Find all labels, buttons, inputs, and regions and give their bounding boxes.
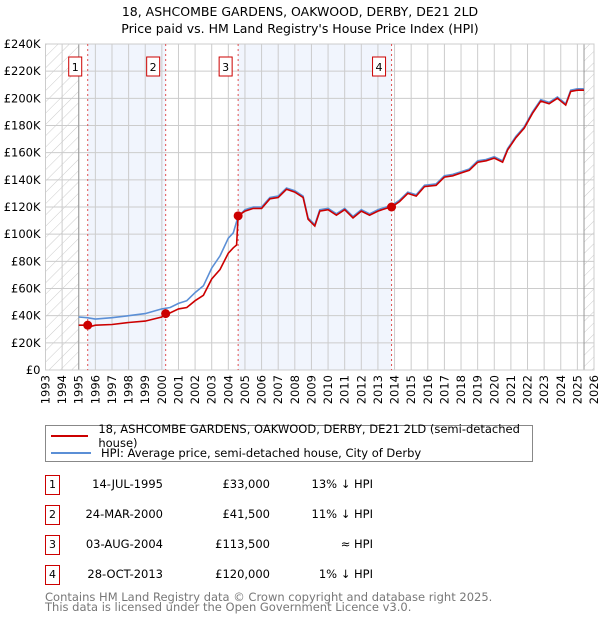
x-tick-label: 1999: [138, 375, 152, 404]
x-tick-label: 2020: [487, 375, 501, 404]
y-tick-label: £120K: [4, 200, 41, 214]
x-tick-label: 2000: [155, 375, 169, 404]
sale-price: £41,500: [222, 507, 270, 521]
x-tick-label: 1997: [105, 375, 119, 404]
x-tick-label: 2021: [504, 375, 518, 404]
y-tick-label: £220K: [4, 64, 41, 78]
sale-label-box: [68, 56, 83, 77]
x-tick-label: 2005: [238, 375, 252, 404]
footer-copyright: Contains HM Land Registry data © Crown c…: [45, 590, 493, 604]
price-chart: 1993 1994 1995 1996 1997 1998 1999 2000 2001 2002…: [4, 37, 600, 404]
x-tick-label: 2006: [255, 375, 269, 404]
footer-licence: This data is licensed under the Open Gov…: [45, 600, 412, 614]
sale-date: 03-AUG-2004: [85, 537, 163, 551]
x-tick-label: 2007: [271, 375, 285, 404]
price-paid-line: [78, 89, 584, 328]
sale-date: 28-OCT-2013: [87, 567, 163, 581]
sale-number: 1: [45, 475, 60, 495]
legend-item-hpi: HPI: Average price, semi-detached house,…: [46, 445, 421, 461]
x-tick-label: 2010: [321, 375, 335, 404]
sale-label-box: [372, 56, 387, 77]
x-tick-label: 2017: [437, 375, 451, 404]
legend: 18, ASHCOMBE GARDENS, OAKWOOD, DERBY, DE…: [45, 422, 533, 462]
legend-item-property: 18, ASHCOMBE GARDENS, OAKWOOD, DERBY, DE…: [46, 422, 532, 450]
x-tick-label: 1996: [88, 375, 102, 404]
x-tick-label: 2025: [570, 375, 584, 404]
x-tick-label: 2014: [388, 375, 402, 404]
x-tick-label: 2018: [454, 375, 468, 404]
sale-label-box: [146, 56, 161, 77]
y-tick-label: £20K: [11, 336, 41, 350]
y-tick-label: £180K: [4, 119, 41, 133]
y-tick-label: £0: [26, 363, 41, 377]
x-tick-label: 2013: [371, 375, 385, 404]
legend-swatch: [51, 452, 91, 454]
sale-label: 3: [222, 61, 229, 74]
sale-label: 4: [376, 61, 383, 74]
x-tick-label: 2022: [521, 375, 535, 404]
y-tick-label: £100K: [4, 227, 41, 241]
chart-title: 18, ASHCOMBE GARDENS, OAKWOOD, DERBY, DE…: [121, 4, 479, 19]
legend-swatch: [51, 435, 89, 437]
x-tick-label: 2019: [471, 375, 485, 404]
x-tick-label: 2004: [221, 375, 235, 404]
sale-point: [161, 309, 171, 319]
sale-price: £113,500: [215, 537, 270, 551]
y-tick-label: £160K: [4, 146, 41, 160]
y-tick-label: £60K: [11, 282, 41, 296]
x-tick-label: 2012: [354, 375, 368, 404]
sale-number: 3: [45, 535, 60, 555]
x-tick-label: 2009: [304, 375, 318, 404]
x-tick-label: 2011: [338, 375, 352, 404]
y-tick-label: £140K: [4, 173, 41, 187]
x-tick-label: 2024: [554, 375, 568, 404]
x-tick-label: 1995: [72, 375, 86, 404]
sale-point: [387, 202, 397, 212]
x-tick-label: 2016: [421, 375, 435, 404]
x-tick-label: 2023: [537, 375, 551, 404]
y-tick-label: £80K: [11, 254, 41, 268]
legend-label: 18, ASHCOMBE GARDENS, OAKWOOD, DERBY, DE…: [98, 422, 520, 450]
sale-label-box: [218, 56, 233, 77]
sale-vs-hpi: 1% ↓ HPI: [318, 567, 373, 581]
x-tick-label: 2003: [205, 375, 219, 404]
sale-vs-hpi: 11% ↓ HPI: [311, 507, 373, 521]
sale-point: [83, 320, 93, 330]
sale-vs-hpi: ≈ HPI: [340, 537, 373, 551]
x-tick-label: 2015: [404, 375, 418, 404]
sale-price: £33,000: [222, 477, 270, 491]
plot-border: [45, 43, 595, 371]
sale-point: [233, 211, 243, 221]
legend-label: HPI: Average price, semi-detached house,…: [101, 446, 422, 460]
sale-label: 2: [150, 61, 157, 74]
sale-number: 4: [45, 565, 60, 585]
sale-label: 1: [72, 61, 79, 74]
sale-price: £120,000: [215, 567, 270, 581]
y-tick-label: £40K: [11, 309, 41, 323]
chart-subtitle: Price paid vs. HM Land Registry's House …: [121, 21, 479, 36]
x-tick-label: 2008: [288, 375, 302, 404]
sale-date: 24-MAR-2000: [85, 507, 163, 521]
sale-date: 14-JUL-1995: [92, 477, 163, 491]
x-tick-label: 2002: [188, 375, 202, 404]
x-tick-label: 1994: [55, 375, 69, 404]
sale-vs-hpi: 13% ↓ HPI: [311, 477, 373, 491]
sale-number: 2: [45, 505, 60, 525]
y-tick-label: £200K: [4, 91, 41, 105]
x-tick-label: 2001: [171, 375, 185, 404]
x-tick-label: 1993: [39, 375, 53, 404]
y-tick-label: £240K: [4, 37, 41, 51]
x-tick-label: 2026: [587, 375, 600, 404]
x-tick-label: 1998: [122, 375, 136, 404]
